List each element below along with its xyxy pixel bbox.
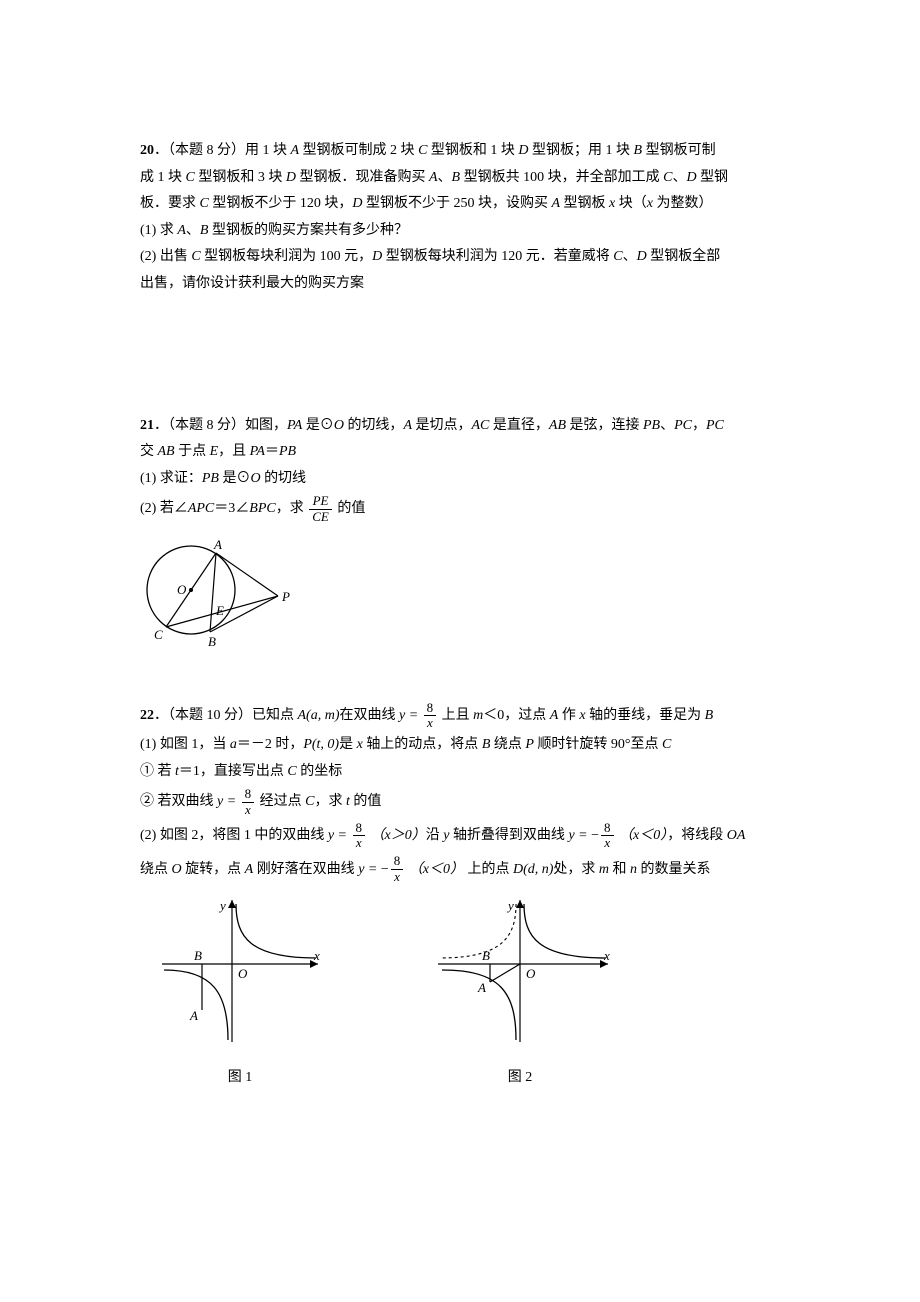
q21-number: 21 [140, 418, 154, 433]
q22-number: 22 [140, 708, 154, 723]
svg-text:B: B [194, 948, 202, 963]
p21-figure: A O E P C B [136, 528, 296, 652]
svg-text:y: y [218, 898, 226, 913]
svg-text:x: x [603, 948, 610, 963]
p22-figures: O x y B A 图 1 [150, 892, 780, 1091]
q20-number: 20 [140, 143, 154, 158]
fig1-caption: 图 1 [150, 1065, 330, 1092]
svg-text:B: B [208, 634, 216, 649]
q20-points: （本题 8 分） [168, 143, 245, 158]
p22-fig2-wrap: O x y B A 图 2 [420, 892, 620, 1091]
svg-text:A: A [213, 537, 222, 552]
svg-text:P: P [281, 589, 290, 604]
problem-21: 21．（本题 8 分）如图，PA 是⊙O 的切线，A 是切点，AC 是直径，AB… [140, 413, 780, 663]
page-content: 20．（本题 8 分）用 1 块 A 型钢板可制成 2 块 C 型钢板和 1 块… [140, 138, 780, 1091]
period: ． [154, 143, 168, 158]
p22-fig1: O x y B A [150, 892, 330, 1052]
svg-text:y: y [506, 898, 514, 913]
spacer [140, 298, 780, 413]
svg-text:C: C [154, 627, 163, 642]
p22-fig1-wrap: O x y B A 图 1 [150, 892, 330, 1091]
spacer [140, 663, 780, 699]
svg-text:x: x [313, 948, 320, 963]
problem-22: 22．（本题 10 分）已知点 A(a, m)在双曲线 y = 8x 上且 m＜… [140, 699, 780, 1092]
problem-20: 20．（本题 8 分）用 1 块 A 型钢板可制成 2 块 C 型钢板和 1 块… [140, 138, 780, 298]
svg-text:O: O [526, 966, 536, 981]
fraction-8x: 8x [424, 701, 437, 731]
svg-text:E: E [215, 603, 224, 618]
svg-text:O: O [238, 966, 248, 981]
svg-text:O: O [177, 582, 187, 597]
fig2-caption: 图 2 [420, 1065, 620, 1092]
q21-points: （本题 8 分） [168, 418, 245, 433]
svg-text:A: A [189, 1008, 198, 1023]
svg-text:B: B [482, 948, 490, 963]
fraction-pe-ce: PECE [309, 494, 332, 524]
p22-fig2: O x y B A [420, 892, 620, 1052]
q22-points: （本题 10 分） [168, 708, 252, 723]
svg-text:A: A [477, 980, 486, 995]
